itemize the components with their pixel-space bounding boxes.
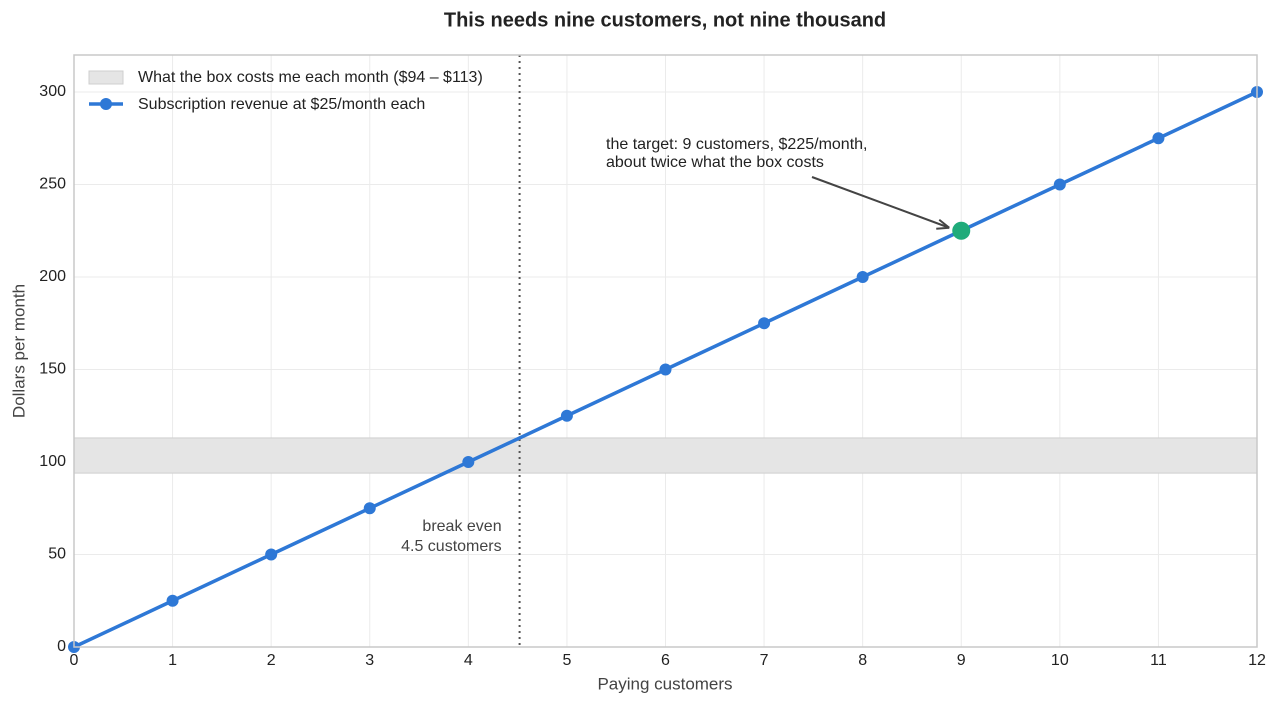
revenue-point — [758, 317, 771, 330]
chart-title: This needs nine customers, not nine thou… — [444, 9, 886, 31]
target-label: the target: 9 customers, $225/month, — [606, 136, 867, 153]
y-tick-label: 100 — [39, 453, 66, 470]
x-tick-label: 5 — [562, 652, 571, 669]
revenue-point — [1053, 178, 1066, 191]
break-even-label: 4.5 customers — [401, 538, 501, 555]
revenue-point — [166, 594, 179, 607]
x-tick-label: 0 — [70, 652, 79, 669]
y-tick-label: 50 — [48, 546, 66, 563]
y-axis-label: Dollars per month — [9, 284, 28, 418]
revenue-point — [1152, 132, 1165, 145]
y-tick-label: 300 — [39, 83, 66, 100]
x-tick-label: 1 — [168, 652, 177, 669]
revenue-point — [462, 456, 475, 468]
y-tick-label: 150 — [39, 361, 66, 378]
x-tick-label: 7 — [760, 652, 769, 669]
x-axis-label: Paying customers — [597, 674, 732, 693]
legend-label: Subscription revenue at $25/month each — [138, 96, 425, 113]
annotation-arrow — [811, 176, 950, 229]
revenue-point — [659, 363, 672, 376]
y-tick-label: 0 — [57, 638, 66, 655]
legend-point-swatch — [100, 98, 112, 110]
x-tick-label: 9 — [957, 652, 966, 669]
x-tick-label: 11 — [1150, 652, 1167, 669]
x-tick-label: 8 — [858, 652, 867, 669]
x-tick-label: 6 — [661, 652, 670, 669]
legend-label: What the box costs me each month ($94 – … — [138, 69, 483, 86]
x-tick-label: 12 — [1248, 652, 1266, 669]
target-label: about twice what the box costs — [606, 154, 824, 171]
annotation-arrowhead — [936, 218, 950, 230]
revenue-point — [856, 271, 869, 283]
target-point — [952, 221, 971, 240]
x-tick-label: 10 — [1051, 652, 1069, 669]
x-tick-label: 4 — [464, 652, 473, 669]
cost-band — [73, 437, 1258, 474]
break-even-label: break even — [422, 518, 501, 535]
revenue-point — [265, 548, 278, 561]
y-tick-label: 200 — [39, 268, 66, 285]
revenue-point — [363, 502, 376, 515]
y-tick-label: 250 — [39, 176, 66, 193]
x-tick-label: 3 — [365, 652, 374, 669]
legend-band-swatch — [88, 70, 124, 85]
revenue-point — [560, 409, 573, 422]
x-tick-label: 2 — [267, 652, 276, 669]
plot-border — [73, 54, 1258, 648]
